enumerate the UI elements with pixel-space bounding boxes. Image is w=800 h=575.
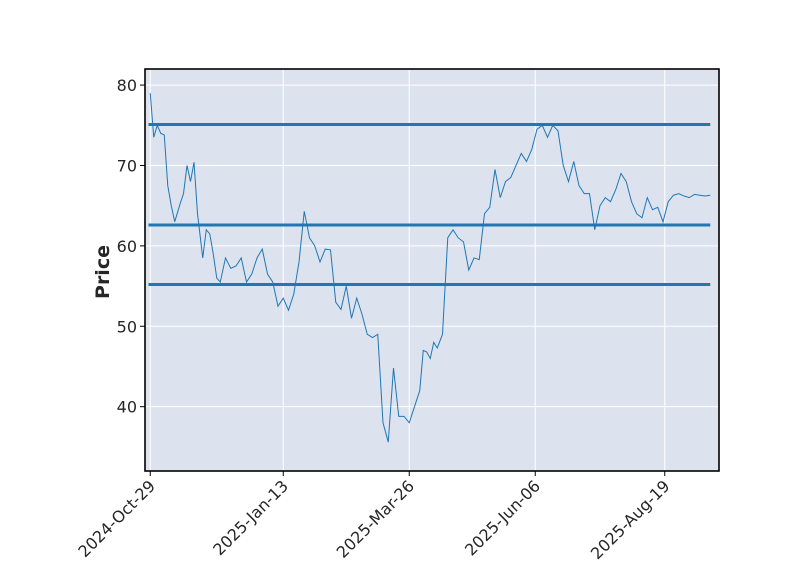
y-axis-ticks: 40 50 60 70 80	[117, 76, 145, 417]
x-tick-label: 2024-Oct-29	[74, 476, 159, 561]
x-tick-label: 2025-Jan-13	[209, 476, 292, 559]
y-tick-label: 70	[117, 156, 137, 175]
y-tick-label: 80	[117, 76, 137, 95]
y-tick-label: 40	[117, 398, 137, 417]
x-tick-label: 2025-Mar-26	[333, 476, 418, 561]
plot-frame	[144, 68, 720, 472]
plot-background	[145, 69, 719, 471]
price-series-line	[149, 93, 711, 443]
horizontal-levels	[148, 122, 711, 286]
y-tick-label: 50	[117, 317, 137, 336]
x-tick-label: 2025-Aug-19	[587, 476, 674, 563]
x-tick-label: 2025-Jun-06	[461, 476, 544, 559]
grid	[145, 69, 719, 471]
y-axis-label: Price	[92, 245, 114, 299]
x-axis-ticks: 2024-Oct-29 2025-Jan-13 2025-Mar-26 2025-Ju…	[74, 471, 674, 563]
y-tick-label: 60	[117, 237, 137, 256]
